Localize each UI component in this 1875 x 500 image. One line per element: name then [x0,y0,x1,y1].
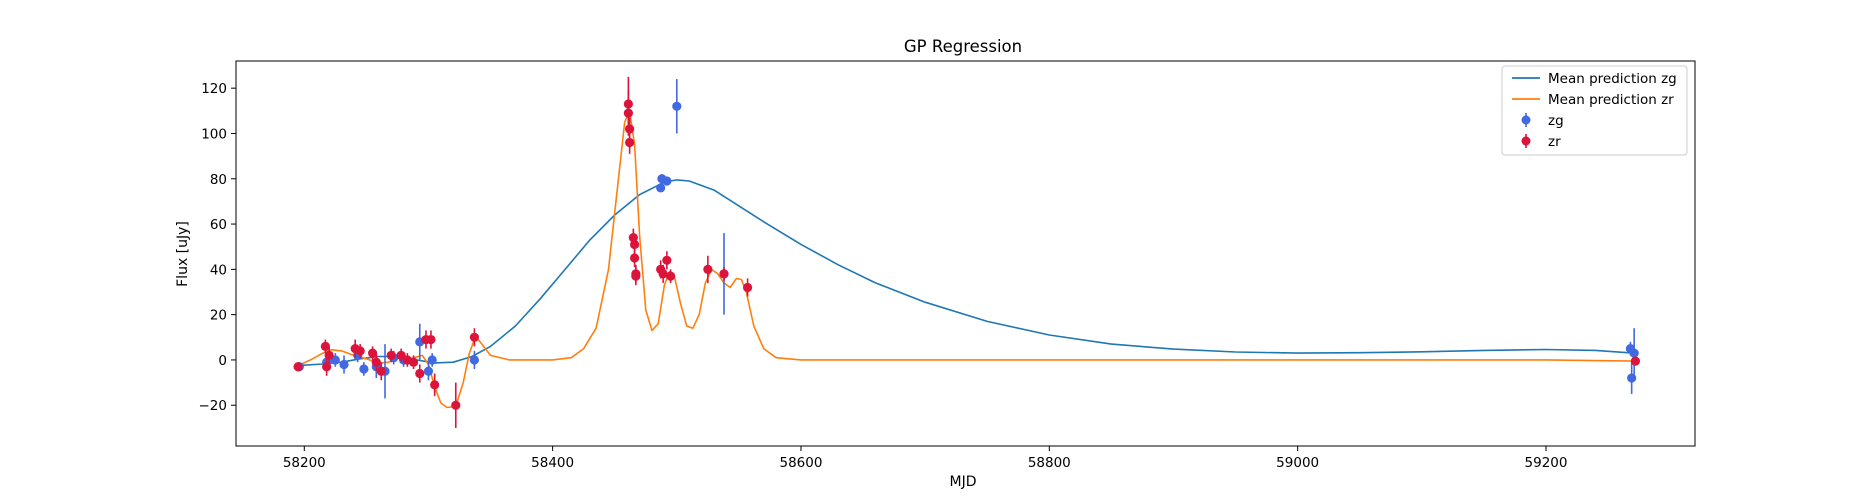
y-tick-label: 100 [201,126,227,142]
data-point [631,271,641,281]
data-point [376,366,386,376]
data-point [430,380,440,390]
y-tick-label: 20 [210,308,227,324]
data-point [367,348,378,358]
data-point [415,368,425,379]
data-point [665,271,676,281]
x-tick-label: 58200 [283,455,326,471]
data-point [629,239,640,250]
line-series-zr [297,110,1633,409]
data-point [359,364,369,374]
data-point [339,359,349,370]
legend-label: Mean prediction zg [1548,71,1677,87]
data-point [386,350,396,361]
x-tick-label: 59200 [1525,455,1568,471]
y-tick-label: 120 [201,81,227,97]
data-point [469,355,480,365]
data-point [742,282,753,293]
data-point [628,233,638,243]
data-point [469,332,480,342]
data-point [623,108,633,118]
data-point [703,264,713,274]
data-point [355,346,365,356]
data-point [1630,356,1640,366]
series-zr [293,76,1640,428]
legend-box [1501,65,1688,156]
chart-title: GP Regression [904,37,1022,56]
data-point [662,255,672,265]
y-tick-label: 60 [210,217,227,233]
data-point [324,350,334,361]
x-axis-label: MJD [950,474,977,490]
data-point [371,357,381,367]
plot-content [293,76,1640,428]
x-axis: 58200 58400 58600 58800 59000 59200 [283,446,1568,471]
legend-label: zg [1548,113,1564,129]
data-point [427,355,437,365]
data-point [1629,348,1639,358]
series-zg [294,79,1639,399]
x-tick-label: 58800 [1028,455,1071,471]
data-point [426,334,436,345]
axes-frame [235,60,1696,447]
data-point [662,176,672,186]
legend-marker-swatch [1521,136,1531,146]
data-point [293,362,303,372]
line-series-zg [298,179,1633,367]
y-axis-label: Flux [uJy] [175,221,191,287]
x-tick-label: 58400 [531,455,574,471]
data-point [320,341,331,351]
legend-marker-swatch [1521,115,1531,125]
data-point [656,183,666,193]
y-axis: −20 0 20 40 60 80 100 120 [199,81,236,414]
x-tick-label: 58600 [779,455,822,471]
y-tick-label: 0 [218,353,227,369]
data-point [672,101,682,111]
y-tick-label: −20 [199,398,228,414]
data-point [408,357,419,367]
data-point [658,269,668,279]
legend-label: zr [1548,134,1561,150]
data-point [625,124,635,134]
data-point [423,366,434,376]
data-point [629,253,640,263]
data-point [719,269,729,279]
data-point [451,400,461,410]
data-point [625,137,635,148]
legend-label: Mean prediction zr [1548,92,1674,108]
x-tick-label: 59000 [1276,455,1319,471]
y-tick-label: 80 [210,172,227,188]
y-tick-label: 40 [210,262,227,278]
legend: Mean prediction zg Mean prediction zr zg zr [1501,65,1688,156]
